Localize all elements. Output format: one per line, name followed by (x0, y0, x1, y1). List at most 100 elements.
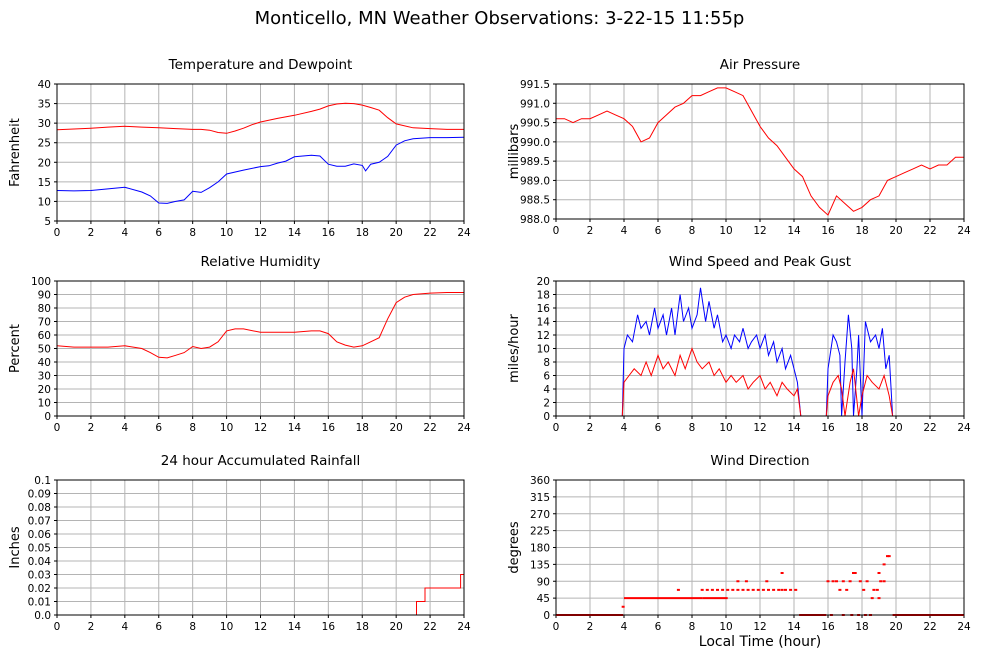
x-tick-label: 18 (855, 225, 868, 237)
series-line-0 (57, 574, 464, 616)
x-tick-label: 24 (957, 422, 971, 434)
y-tick-label: 2 (543, 398, 550, 410)
x-tick-label: 6 (155, 621, 162, 633)
x-tick-label: 2 (88, 227, 95, 239)
wind-direction-point (838, 588, 842, 591)
wind-direction-point (887, 555, 891, 558)
y-tick-label: 16 (537, 303, 551, 315)
series-line-0 (56, 292, 464, 359)
x-tick-label: 14 (787, 621, 801, 633)
x-tick-label: 6 (655, 621, 662, 633)
wind-direction-point (710, 588, 714, 591)
chart-title: Wind Speed and Peak Gust (669, 254, 851, 270)
x-tick-label: 0 (553, 422, 560, 434)
x-tick-label: 8 (189, 621, 196, 633)
x-tick-label: 22 (423, 621, 436, 633)
wind-direction-point (882, 580, 886, 583)
x-tick-label: 10 (220, 621, 233, 633)
y-tick-label: 0.0 (34, 610, 51, 622)
x-tick-label: 6 (655, 225, 662, 237)
wind-direction-point (862, 588, 866, 591)
x-tick-label: 18 (356, 621, 369, 633)
y-tick-label: 12 (537, 330, 550, 342)
wind-direction-point (736, 580, 740, 583)
y-tick-label: 0.08 (28, 502, 51, 514)
y-tick-label: 180 (530, 543, 550, 555)
page-title: Monticello, MN Weather Observations: 3-2… (254, 8, 745, 29)
wind-direction-point (784, 588, 787, 591)
y-tick-label: 990.0 (520, 137, 550, 149)
wind-direction-point (853, 572, 857, 574)
x-tick-label: 12 (753, 621, 766, 633)
y-tick-label: 60 (38, 330, 51, 342)
x-tick-label: 2 (587, 225, 594, 237)
x-tick-label: 8 (689, 422, 696, 434)
wind-direction-point (877, 572, 881, 574)
global-x-axis-label: Local Time (hour) (698, 634, 822, 650)
wind-direction-point (756, 588, 760, 591)
x-tick-label: 20 (389, 227, 402, 239)
wind-direction-point (741, 588, 745, 591)
y-axis-label: millibars (507, 124, 522, 180)
chart-title: Temperature and Dewpoint (168, 57, 353, 73)
x-tick-label: 12 (254, 621, 267, 633)
y-tick-label: 10 (38, 196, 51, 208)
y-tick-label: 988.5 (520, 195, 550, 207)
plot-frame (555, 280, 965, 417)
y-tick-label: 40 (38, 79, 51, 91)
x-tick-label: 20 (889, 422, 902, 434)
x-tick-label: 20 (389, 422, 402, 434)
x-tick-label: 4 (121, 227, 128, 239)
wind-direction-point (761, 588, 765, 591)
x-tick-label: 10 (719, 225, 732, 237)
x-tick-label: 22 (423, 422, 436, 434)
y-tick-label: 0.05 (28, 543, 51, 555)
wind-direction-point (705, 588, 709, 591)
y-tick-label: 90 (38, 290, 51, 302)
y-tick-label: 0.03 (28, 570, 51, 582)
x-tick-label: 12 (254, 422, 267, 434)
y-tick-label: 10 (38, 398, 51, 410)
chart-title: 24 hour Accumulated Rainfall (161, 453, 360, 469)
x-tick-label: 16 (821, 422, 835, 434)
x-tick-label: 6 (655, 422, 662, 434)
y-tick-label: 40 (38, 357, 51, 369)
y-tick-label: 990.5 (520, 118, 550, 130)
x-tick-label: 10 (719, 422, 732, 434)
x-tick-label: 16 (821, 621, 835, 633)
wind-direction-point (621, 605, 625, 608)
wind-direction-point (736, 588, 740, 591)
y-tick-label: 10 (537, 344, 550, 356)
y-tick-label: 4 (543, 384, 550, 396)
x-tick-label: 0 (553, 225, 560, 237)
x-tick-label: 18 (356, 227, 369, 239)
x-tick-label: 22 (923, 225, 936, 237)
wind-direction-point (780, 572, 784, 574)
x-tick-label: 0 (553, 621, 560, 633)
series-line-0 (556, 87, 964, 216)
x-tick-label: 14 (787, 422, 801, 434)
y-tick-label: 70 (38, 317, 51, 329)
y-axis-label: Inches (8, 526, 23, 568)
plot-frame (56, 280, 465, 417)
x-tick-label: 6 (155, 227, 162, 239)
plot-frame (56, 83, 465, 222)
y-tick-label: 100 (31, 276, 51, 288)
x-tick-label: 10 (220, 422, 233, 434)
y-tick-label: 991.0 (520, 98, 550, 110)
x-tick-label: 10 (220, 227, 233, 239)
x-tick-label: 4 (621, 621, 628, 633)
y-tick-label: 45 (537, 593, 550, 605)
y-tick-label: 90 (537, 576, 550, 588)
x-tick-label: 22 (923, 621, 936, 633)
wind-direction-point (772, 588, 776, 591)
y-tick-label: 15 (38, 177, 51, 189)
x-tick-label: 14 (288, 422, 302, 434)
y-tick-label: 0.1 (34, 475, 51, 487)
